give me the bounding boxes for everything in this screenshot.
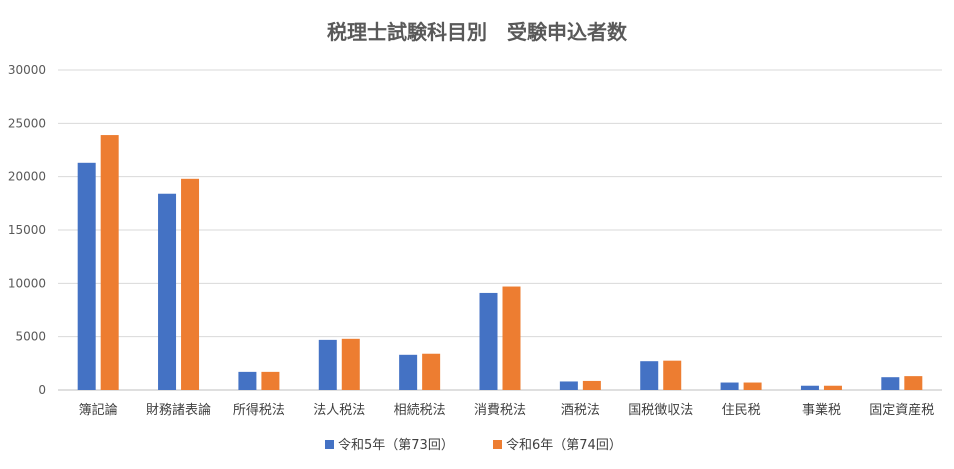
bar-series-2 (422, 353, 441, 390)
bar-series-1 (158, 193, 177, 390)
bar-series-2 (663, 360, 682, 390)
bar-series-2 (100, 135, 119, 390)
bar-series-1 (318, 339, 337, 390)
y-tick-label: 30000 (8, 63, 46, 77)
bar-series-2 (502, 286, 521, 390)
bars (77, 135, 923, 390)
category-label: 住民税 (722, 403, 761, 418)
y-axis-ticks: 0 5000 10000 15000 20000 25000 30000 (8, 63, 46, 397)
legend-swatch (493, 440, 502, 449)
category-label: 事業税 (802, 402, 841, 418)
category-label: 法人税法 (313, 403, 365, 418)
category-label: 財務諸表論 (146, 402, 211, 418)
legend-swatch (325, 440, 334, 449)
legend-label: 令和5年（第73回） (338, 438, 454, 453)
y-tick-label: 0 (38, 383, 46, 397)
bar-series-2 (823, 385, 842, 390)
category-label: 相続税法 (394, 403, 446, 418)
bar-series-2 (582, 380, 601, 390)
gridlines (58, 69, 942, 391)
x-axis-categories: 簿記論 財務諸表論 所得税法 法人税法 相続税法 消費税法 酒税法 国税徴収法 住民税 事業税 固定… (79, 402, 935, 418)
y-tick-label: 10000 (8, 276, 46, 290)
bar-series-2 (341, 338, 360, 390)
bar-series-2 (261, 371, 280, 390)
bar-series-1 (238, 371, 257, 390)
y-tick-label: 25000 (8, 116, 46, 130)
category-label: 固定資産税 (869, 402, 934, 418)
category-label: 国税徴収法 (628, 403, 693, 418)
category-label: 簿記論 (79, 402, 118, 418)
legend-label: 令和6年（第74回） (506, 438, 622, 453)
category-label: 酒税法 (561, 403, 600, 418)
bar-series-1 (77, 162, 96, 390)
bar-series-1 (479, 292, 498, 390)
bar-series-1 (881, 377, 900, 390)
bar-series-2 (743, 382, 762, 390)
y-tick-label: 5000 (15, 330, 46, 344)
y-tick-label: 20000 (8, 170, 46, 184)
chart-title: 税理士試験科目別 受験申込者数 (327, 20, 627, 44)
bar-series-1 (640, 361, 659, 390)
bar-series-2 (181, 178, 200, 390)
category-label: 所得税法 (233, 402, 285, 418)
legend: 令和5年（第73回） 令和6年（第74回） (325, 438, 622, 453)
y-tick-label: 15000 (8, 223, 46, 237)
bar-series-1 (399, 354, 418, 390)
bar-series-2 (904, 376, 923, 390)
category-label: 消費税法 (474, 403, 526, 418)
bar-series-1 (559, 381, 578, 390)
bar-series-1 (720, 382, 739, 390)
bar-series-1 (800, 385, 819, 390)
